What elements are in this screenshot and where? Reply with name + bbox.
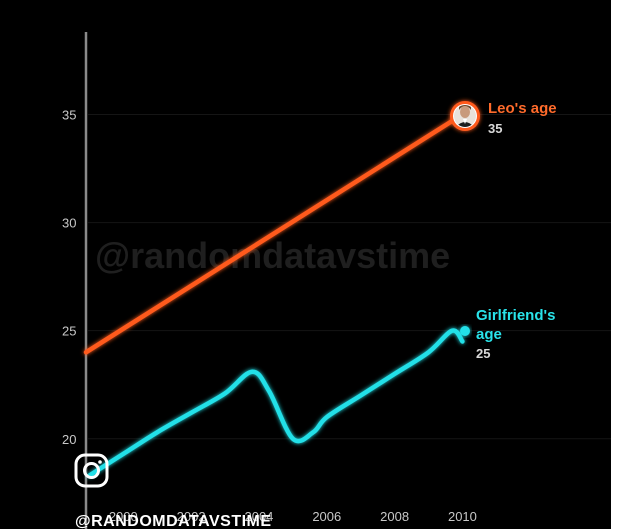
x-tick-2006: 2006 (312, 509, 341, 524)
leo-age-line (83, 112, 465, 355)
instagram-icon (74, 453, 109, 488)
y-tick-labels: 20 25 30 35 (62, 107, 76, 446)
girlfriend-end-value: 25 (476, 346, 490, 361)
y-tick-30: 30 (62, 216, 76, 231)
y-tick-35: 35 (62, 107, 76, 122)
leo-series-label: Leo's age (488, 100, 557, 117)
girlfriend-series-label-line2: age (476, 326, 502, 343)
instagram-handle: @RANDOMDATAVSTIME (75, 513, 272, 529)
watermark-text: @randomdatavstime (95, 235, 450, 276)
x-tick-2010: 2010 (448, 509, 477, 524)
leo-end-value: 35 (488, 121, 502, 136)
right-margin (611, 0, 618, 529)
girlfriend-series-label-line1: Girlfriend's (476, 307, 555, 324)
girlfriend-endpoint-dot (460, 326, 470, 336)
gridlines (88, 113, 611, 440)
x-tick-2004: 2004 (244, 509, 273, 524)
x-tick-2000: 2000 (109, 509, 138, 524)
y-tick-25: 25 (62, 324, 76, 339)
series-lines (83, 112, 465, 478)
girlfriend-age-line (87, 328, 465, 478)
y-tick-20: 20 (62, 432, 76, 447)
x-tick-labels: 2000 2002 2004 2006 2008 2010 (109, 509, 477, 524)
leo-endpoint-marker (450, 101, 480, 131)
x-tick-2002: 2002 (177, 509, 206, 524)
x-tick-2008: 2008 (380, 509, 409, 524)
